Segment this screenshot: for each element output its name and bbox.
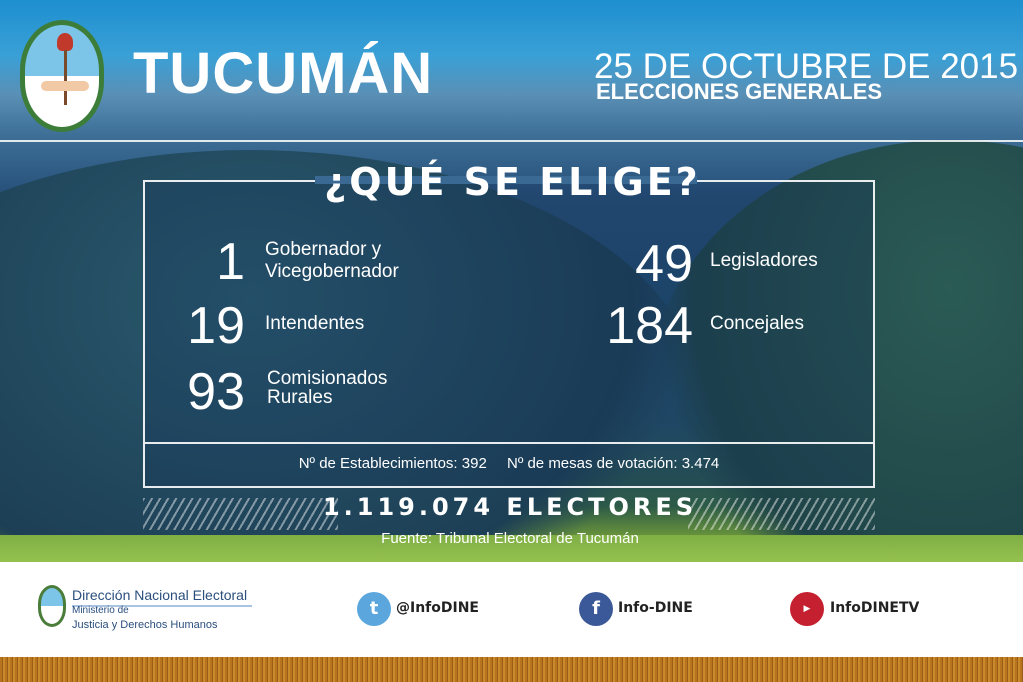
offices-box — [143, 180, 875, 488]
office-count: 93 — [187, 363, 245, 421]
polling-stats: Nº de Establecimientos: 392 Nº de mesas … — [143, 455, 875, 472]
footer — [0, 562, 1023, 657]
youtube-icon[interactable]: ▶ — [790, 592, 824, 626]
office-count: 49 — [635, 235, 693, 293]
youtube-handle[interactable]: InfoDINETV — [830, 600, 920, 616]
heading-backdrop — [315, 176, 697, 184]
facebook-handle[interactable]: Info-DINE — [618, 600, 693, 616]
office-label: Rurales — [267, 387, 333, 408]
hero-background — [0, 0, 1023, 562]
green-field — [0, 535, 1023, 562]
twitter-handle[interactable]: @InfoDINE — [396, 600, 479, 616]
voters-total: 1.119.074 ELECTORES — [322, 493, 698, 521]
argentina-coat-of-arms-icon — [38, 585, 66, 627]
election-type: ELECCIONES GENERALES — [596, 79, 883, 104]
office-label: Intendentes — [265, 313, 365, 334]
tucuman-coat-of-arms-icon — [20, 20, 104, 132]
hatch-decoration — [143, 498, 338, 530]
office-label: Vicegobernador — [265, 261, 399, 282]
divider — [145, 442, 873, 444]
source-note: Fuente: Tribunal Electoral de Tucumán — [381, 530, 639, 547]
tables-count: Nº de mesas de votación: 3.474 — [506, 455, 720, 472]
office-label: Concejales — [710, 313, 804, 334]
office-count: 1 — [216, 233, 245, 291]
facebook-icon[interactable]: f — [579, 592, 613, 626]
office-count: 19 — [187, 297, 245, 355]
ministry-line: Ministerio de — [72, 605, 129, 616]
twitter-icon[interactable]: t — [357, 592, 391, 626]
office-label: Legisladores — [710, 250, 818, 271]
election-date: 25 DE OCTUBRE DE 2015 — [594, 47, 1019, 86]
establishments-count: Nº de Establecimientos: 392 — [298, 455, 487, 472]
office-label: Gobernador y — [265, 239, 382, 260]
hatch-decoration — [688, 498, 875, 530]
office-count: 184 — [606, 297, 693, 355]
office-label: Comisionados — [267, 368, 388, 389]
section-heading: ¿QUÉ SE ELIGE? — [324, 160, 701, 204]
province-title: TUCUMÁN — [133, 41, 434, 106]
wheat-field — [0, 657, 1023, 682]
ministry-line: Justicia y Derechos Humanos — [72, 619, 218, 631]
org-name: Dirección Nacional Electoral — [72, 587, 252, 607]
divider — [0, 140, 1023, 142]
